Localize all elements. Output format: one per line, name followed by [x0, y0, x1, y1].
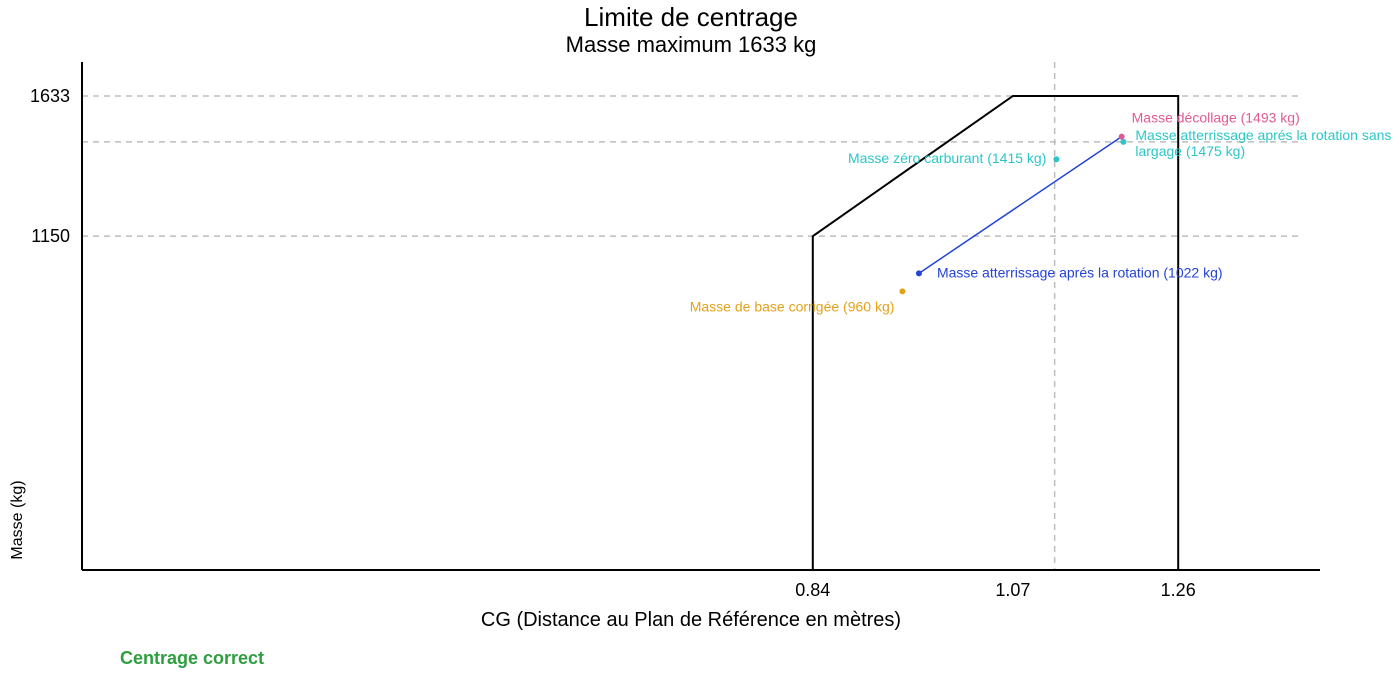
chart-subtitle: Masse maximum 1633 kg [566, 32, 817, 57]
envelope-path [813, 96, 1178, 570]
x-tick-label: 1.26 [1161, 580, 1196, 600]
data-point-takeoff [1119, 134, 1125, 140]
cg-envelope-chart: Limite de centrageMasse maximum 1633 kg 1… [0, 0, 1400, 700]
chart-title: Limite de centrage [584, 2, 798, 32]
data-label-landing_no_drop: Masse atterrissage aprés la rotation san… [1135, 127, 1391, 159]
y-tick-label: 1150 [31, 226, 70, 246]
data-label-zero_fuel: Masse zéro carburant (1415 kg) [848, 150, 1046, 166]
x-tick-label: 1.07 [995, 580, 1030, 600]
status-badge: Centrage correct [120, 648, 264, 669]
data-point-zero_fuel [1053, 156, 1059, 162]
data-label-base_corrected: Masse de base corrigée (960 kg) [690, 298, 895, 314]
x-tick-label: 0.84 [795, 580, 830, 600]
data-point-landing_after_rotation [916, 270, 922, 276]
y-tick-label: 1633 [30, 86, 70, 106]
data-point-landing_no_drop [1120, 139, 1126, 145]
x-axis-label: CG (Distance au Plan de Référence en mèt… [481, 609, 901, 631]
chart-svg: Limite de centrageMasse maximum 1633 kg 1… [0, 0, 1400, 700]
y-axis-label: Masse (kg) [9, 480, 26, 559]
data-point-base_corrected [899, 288, 905, 294]
data-label-landing_after_rotation: Masse atterrissage aprés la rotation (10… [937, 264, 1223, 280]
data-label-takeoff: Masse décollage (1493 kg) [1132, 110, 1300, 126]
